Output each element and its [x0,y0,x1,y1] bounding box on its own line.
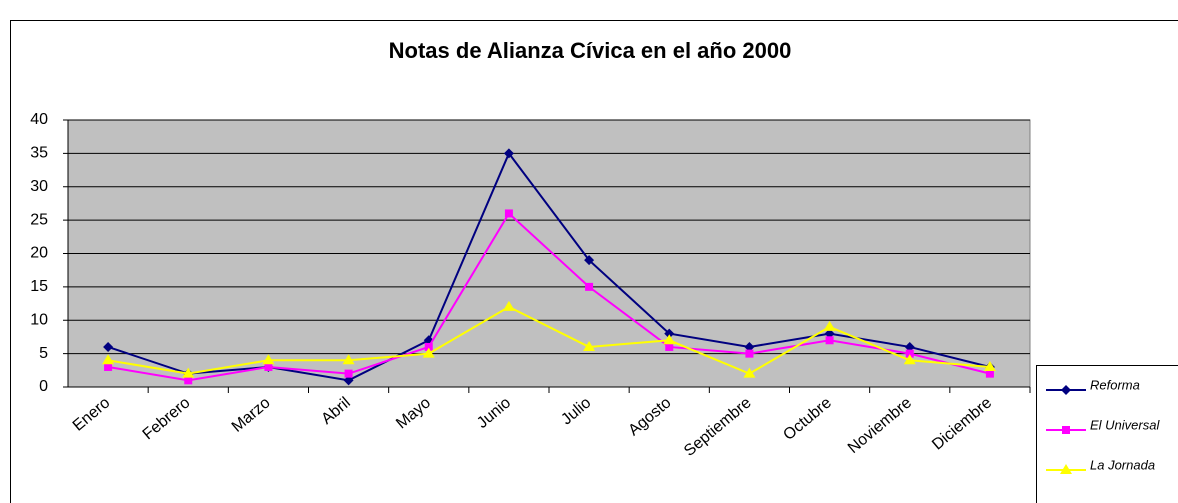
marker [823,320,836,331]
marker [102,354,115,365]
marker [585,282,594,291]
marker [422,347,435,358]
marker [663,334,676,345]
y-tick-label: 0 [39,378,48,395]
marker [342,354,355,365]
series-line [107,151,991,382]
marker [182,367,195,378]
marker [502,300,515,311]
marker [664,328,675,339]
y-tick-label: 40 [30,111,48,128]
marker [903,354,916,365]
legend-label: Reforma [1090,377,1140,392]
marker [1061,385,1071,395]
legend-box [1036,365,1178,503]
marker [1060,464,1072,474]
marker [905,349,914,358]
series-line [107,211,991,382]
chart-title: Notas de Alianza Cívica en el año 2000 [389,38,792,63]
marker [103,341,114,352]
y-tick-label: 15 [30,278,48,295]
marker [983,360,996,371]
marker [504,209,513,218]
y-tick-label: 35 [30,145,48,162]
marker [343,375,354,386]
marker [344,369,353,378]
y-tick-label: 20 [30,245,48,262]
marker [184,376,193,385]
marker [424,342,433,351]
y-tick-label: 10 [30,311,48,328]
marker [583,340,596,351]
marker [825,336,834,345]
marker [264,362,273,371]
marker [743,367,756,378]
y-tick-label: 30 [30,178,48,195]
marker [584,255,595,266]
y-tick-label: 25 [30,211,48,228]
y-tick-label: 5 [39,345,48,362]
marker [904,341,915,352]
marker [745,349,754,358]
marker [262,354,275,365]
legend-label: La Jornada [1090,457,1155,472]
marker [104,362,113,371]
marker [985,369,994,378]
marker [1062,426,1070,434]
legend-label: El Universal [1090,417,1160,432]
marker [824,328,835,339]
marker [665,342,674,351]
series-line [107,305,990,375]
marker [503,148,514,159]
marker [744,341,755,352]
